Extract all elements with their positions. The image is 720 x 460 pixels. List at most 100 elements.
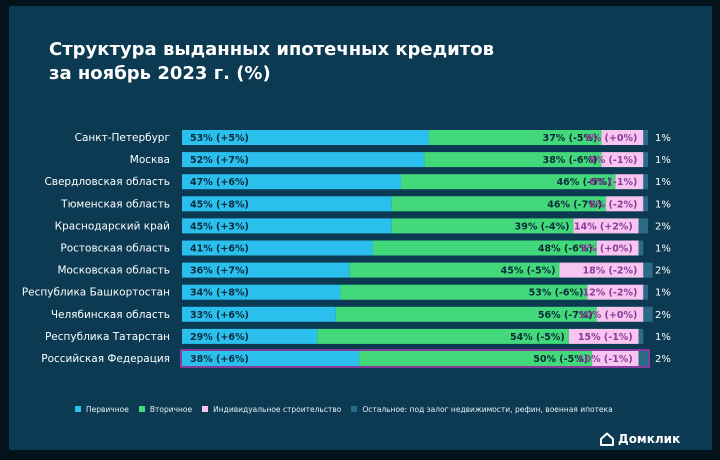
bar-segment-primary — [182, 152, 425, 168]
data-label-secondary: 38% (-6%) — [543, 155, 598, 166]
row-label: Республика Башкортостан — [22, 287, 170, 299]
bar-segment-primary — [182, 351, 360, 366]
row-label: Российская Федерация — [41, 353, 170, 365]
bar-segment-secondary — [317, 328, 569, 344]
legend-swatch — [138, 406, 145, 412]
bar-segment-individual — [601, 152, 644, 168]
bar-segment-individual — [596, 306, 644, 322]
chart-legend: Первичное Вторичное Индивидуальное строите… — [75, 402, 623, 416]
bar-segment-secondary — [335, 306, 597, 322]
bar-segment-secondary — [424, 152, 602, 168]
data-label-primary: 41% (+6%) — [190, 244, 249, 255]
data-label-other: 1% — [655, 133, 671, 144]
brand-logo: Домклик — [600, 432, 680, 446]
bar-segment-other — [643, 196, 648, 212]
row-label: Челябинская область — [51, 309, 170, 321]
bar-segment-secondary — [391, 218, 574, 234]
data-label-primary: 33% (+6%) — [190, 310, 249, 321]
row-label: Москва — [130, 154, 170, 166]
row-label: Краснодарский край — [55, 220, 170, 232]
data-label-primary: 38% (+6%) — [190, 354, 249, 365]
chart-title: Структура выданных ипотечных кредитов за… — [49, 38, 569, 86]
bar-segment-other — [643, 284, 648, 300]
data-label-primary: 34% (+8%) — [190, 288, 249, 299]
legend-item-individual: Индивидуальное строительство — [202, 405, 341, 414]
data-label-individual: 10% (+0%) — [579, 310, 638, 321]
bar-segment-other — [638, 240, 644, 256]
bar-row: Республика Татарстан 29% (+6%) 54% (-5%) 15… — [45, 328, 671, 344]
data-label-other: 1% — [655, 288, 671, 299]
bar-segment-secondary — [391, 196, 607, 212]
data-label-other: 1% — [655, 155, 671, 166]
data-label-primary: 45% (+8%) — [190, 199, 249, 210]
data-label-primary: 45% (+3%) — [190, 221, 249, 232]
row-label: Республика Татарстан — [45, 331, 170, 343]
bar-segment-individual — [587, 284, 644, 300]
data-label-secondary: 56% (-7%) — [538, 310, 593, 321]
bar-segment-other — [638, 351, 648, 366]
data-label-individual: 9% (+0%) — [585, 133, 637, 144]
bar-segment-individual — [573, 218, 639, 234]
bar-row: Санкт-Петербург 53% (+5%) 37% (-5%)9% (+0%… — [75, 130, 671, 145]
bar-row: Республика Башкортостан 34% (+8%) 53% (-6%… — [22, 284, 671, 300]
legend-label: Вторичное — [149, 404, 193, 414]
bar-segment-secondary — [349, 262, 560, 278]
legend-label: Остальное: под залог недвижимости, рефин… — [362, 404, 613, 414]
data-label-other: 2% — [655, 221, 671, 232]
bar-segment-primary — [182, 306, 336, 322]
bar-segment-other — [638, 218, 648, 234]
bar-segment-primary — [182, 240, 374, 256]
bar-segment-secondary — [401, 174, 616, 190]
legend-item-secondary: Вторичное — [138, 404, 193, 414]
data-label-secondary: 45% (-5%) — [501, 266, 556, 277]
data-label-secondary: 54% (-5%) — [510, 332, 565, 343]
data-label-other: 2% — [655, 266, 671, 277]
data-label-individual: 8% (-2%) — [589, 199, 637, 210]
data-label-secondary: 53% (-6%) — [529, 288, 584, 299]
bar-segment-other — [643, 262, 653, 278]
chart-title-line-2: за ноябрь 2023 г. (%) — [49, 63, 271, 84]
bar-segment-primary — [182, 174, 402, 190]
bar-row: Ростовская область 41% (+6%) 48% (-6%)9% (… — [60, 240, 671, 256]
house-icon — [600, 432, 614, 446]
bar-segment-primary — [182, 328, 318, 344]
brand-name: Домклик — [618, 432, 681, 446]
bar-segment-other — [643, 130, 648, 145]
bar-segment-primary — [182, 284, 341, 300]
bar-segment-other — [643, 306, 653, 322]
highlight-outline — [180, 349, 650, 368]
data-label-other: 2% — [655, 354, 671, 365]
bar-segment-secondary — [428, 130, 602, 145]
bar-segment-primary — [182, 218, 392, 234]
data-label-other: 1% — [655, 332, 671, 343]
bar-segment-other — [643, 174, 648, 190]
data-label-primary: 53% (+5%) — [190, 133, 249, 144]
bar-row: Краснодарский край 45% (+3%) 39% (-4%) 14% … — [55, 218, 671, 234]
data-label-secondary: 46% (-5%) — [557, 177, 612, 188]
bar-segment-primary — [182, 130, 429, 145]
bar-segment-individual — [615, 174, 644, 190]
data-label-primary: 36% (+7%) — [190, 266, 249, 277]
row-label: Свердловская область — [44, 176, 170, 188]
bar-row: Тюменская область 45% (+8%) 46% (-7%)8% (-… — [60, 196, 671, 212]
data-label-individual: 18% (-2%) — [583, 266, 638, 277]
data-label-individual: 10% (-1%) — [578, 354, 633, 365]
bar-row: Москва 52% (+7%) 38% (-6%)9% (-1%) 1% — [130, 152, 671, 168]
bar-segment-individual — [596, 240, 639, 256]
row-label: Тюменская область — [60, 198, 170, 210]
data-label-secondary: 39% (-4%) — [515, 221, 570, 232]
data-label-secondary: 50% (-5%) — [533, 354, 588, 365]
legend-label: Индивидуальное строительство — [213, 404, 342, 414]
bar-segment-primary — [182, 262, 350, 278]
data-label-individual: 12% (-2%) — [583, 288, 638, 299]
data-label-individual: 15% (-1%) — [578, 332, 633, 343]
data-label-secondary: 37% (-5%) — [543, 133, 598, 144]
data-label-secondary: 46% (-7%) — [547, 199, 602, 210]
legend-item-other: Остальное: под залог недвижимости, рефин… — [351, 404, 613, 414]
bar-row: Челябинская область 33% (+6%) 56% (-7%)10%… — [51, 306, 671, 322]
data-label-primary: 52% (+7%) — [190, 155, 249, 166]
legend-label: Первичное — [86, 404, 129, 414]
data-label-primary: 47% (+6%) — [190, 177, 249, 188]
data-label-other: 1% — [655, 177, 671, 188]
bar-row: Российская Федерация 38% (+6%) 50% (-5%)10… — [41, 349, 671, 368]
